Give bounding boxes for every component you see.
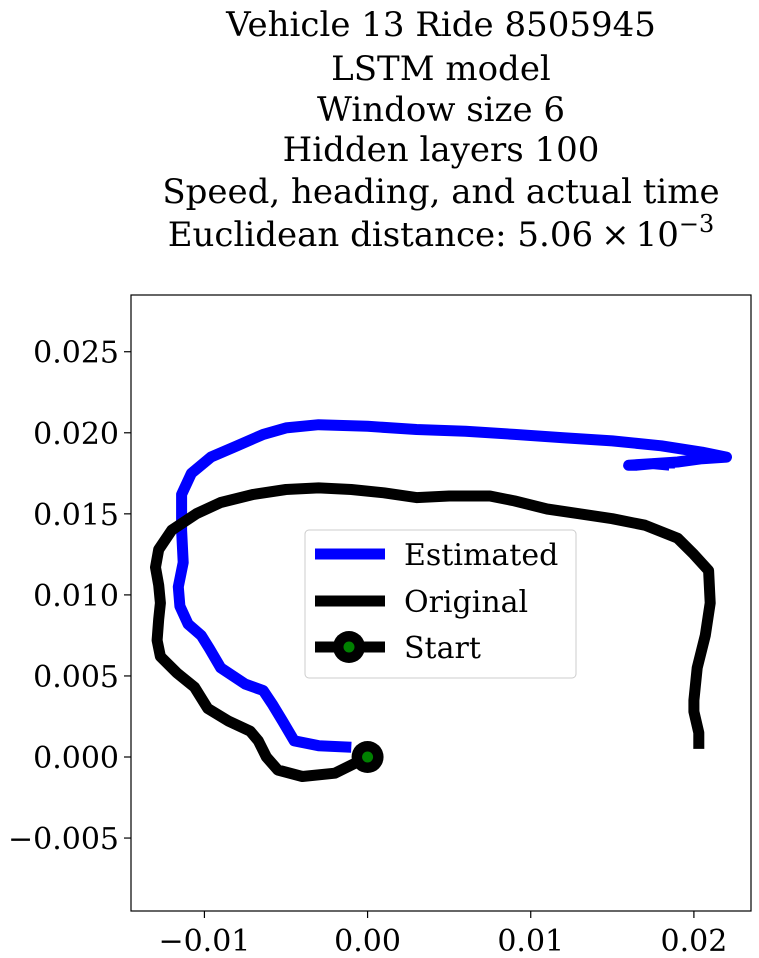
series-layer: [150, 419, 732, 782]
marker-layer: [351, 741, 384, 773]
series-line-estimated: [172, 419, 732, 753]
title-distance-prefix: Euclidean distance: 5.06: [168, 215, 593, 255]
title-distance-base: 10: [636, 215, 679, 255]
title-line-5: Speed, heading, and actual time: [162, 172, 719, 212]
x-tick-label: 0.00: [334, 924, 401, 958]
x-tick-label: 0.01: [497, 924, 564, 958]
legend-box: [304, 529, 577, 679]
title-line-2: LSTM model: [331, 49, 551, 89]
legend: Estimated Original Start: [304, 529, 577, 679]
y-tick-label: 0.000: [33, 741, 119, 776]
marker-start-inner: [362, 751, 374, 763]
legend-label-estimated: Estimated: [404, 538, 558, 573]
title-line-4: Hidden layers 100: [283, 130, 600, 170]
y-tick-label: 0.020: [33, 417, 119, 452]
y-tick-label: 0.010: [33, 579, 119, 614]
y-tick-label: 0.015: [33, 498, 119, 533]
plot-frame: [130, 294, 752, 912]
chart-title: Vehicle 13 Ride 8505945 LSTM model Windo…: [162, 5, 719, 255]
legend-marker-start-inner: [343, 641, 355, 653]
title-distance-exp: −3: [679, 210, 714, 238]
title-line-1: Vehicle 13 Ride 8505945: [225, 5, 656, 45]
x-axis: −0.01 0.00 0.01 0.02: [158, 911, 727, 958]
title-distance-times: ×: [601, 215, 630, 255]
legend-label-start: Start: [404, 631, 481, 666]
legend-label-original: Original: [404, 585, 528, 620]
title-line-3: Window size 6: [317, 90, 565, 130]
y-tick-label: 0.005: [33, 660, 119, 695]
y-tick-label: 0.025: [33, 336, 119, 371]
x-tick-label: 0.02: [660, 924, 727, 958]
y-axis: −0.005 0.000 0.005 0.010 0.015 0.020 0.025: [8, 336, 131, 857]
series-line-original: [150, 482, 716, 782]
title-line-6: Euclidean distance: 5.06 × 10−3: [168, 210, 715, 255]
x-tick-label: −0.01: [158, 924, 250, 958]
y-tick-label: −0.005: [8, 822, 119, 857]
